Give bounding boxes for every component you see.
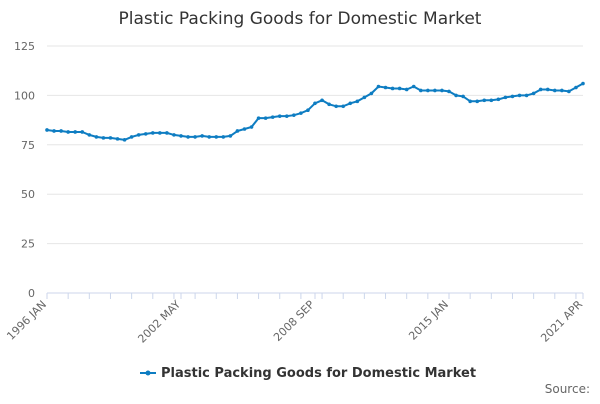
data-point [80,130,85,134]
x-tick-label: 2021 APR [538,298,585,345]
data-point [560,88,564,93]
data-point [270,115,275,119]
data-point [510,94,515,99]
y-tick-label: 50 [21,188,35,201]
y-tick-label: 25 [21,238,35,251]
data-point [284,114,289,118]
data-point [242,127,247,131]
data-point [531,91,536,96]
data-point [475,99,480,104]
data-point [545,87,550,92]
data-point [461,94,465,99]
data-point [524,93,529,98]
data-point [440,88,444,93]
data-point [249,125,254,129]
data-point [327,102,331,107]
data-point [214,135,219,139]
data-point [447,89,451,94]
data-point [489,98,494,103]
data-point [517,93,522,98]
data-point [369,91,374,96]
data-point [122,138,127,142]
data-point [94,135,99,139]
data-point [101,136,106,140]
data-point [454,93,458,98]
data-point [292,113,296,117]
x-tick-label: 1996 JAN [4,298,49,343]
y-tick-label: 125 [14,40,35,53]
data-point [482,98,487,103]
y-tick-label: 75 [21,139,35,152]
data-point [397,86,402,91]
data-point [299,111,303,115]
data-point [362,95,367,100]
source: Source: [545,382,590,396]
data-point [59,129,63,133]
data-point [143,132,148,136]
x-tick-label: 2002 MAY [135,298,183,346]
data-point [45,128,49,132]
data-point [503,95,508,100]
data-point [341,104,346,109]
data-point [306,108,310,113]
y-tick-label: 0 [28,287,35,300]
data-point [235,129,240,133]
data-point [207,135,212,139]
data-point [73,130,78,134]
data-point [158,131,162,135]
data-point [108,136,113,140]
data-point [468,99,472,104]
data-point [348,101,353,106]
data-point [165,131,169,135]
data-point [320,98,324,103]
data-point [552,88,557,93]
data-point [172,133,176,137]
data-point [355,99,360,104]
y-tick-label: 100 [14,89,35,102]
data-point [390,86,395,91]
data-point [496,97,501,102]
data-point [228,134,233,138]
data-point [411,84,416,89]
data-point [277,114,282,118]
data-point [376,84,381,89]
data-point [567,89,571,94]
legend-marker [145,370,151,376]
x-tick-label: 2015 JAN [406,298,451,343]
data-point [136,133,141,137]
data-point [193,135,197,139]
data-point [383,85,388,90]
chart-title: Plastic Packing Goods for Domestic Marke… [119,9,482,29]
data-point [129,135,134,139]
data-point [334,104,338,109]
data-point [263,116,268,120]
data-point [150,131,155,135]
data-point [200,134,204,138]
legend-label: Plastic Packing Goods for Domestic Marke… [161,366,476,381]
data-point [581,81,585,86]
data-point [418,88,423,93]
data-point [52,129,56,133]
data-point [221,135,226,139]
data-point [538,87,543,92]
data-point [433,88,437,93]
data-point [115,137,120,141]
data-point [256,116,261,120]
data-point [313,101,317,106]
data-line [46,82,584,141]
data-point [426,88,430,93]
data-point [179,134,183,138]
data-point [87,133,92,137]
data-point [404,87,409,92]
data-point [186,135,190,139]
data-point [574,85,578,90]
x-tick-label: 2008 SEP [271,298,317,344]
data-point [66,130,70,134]
